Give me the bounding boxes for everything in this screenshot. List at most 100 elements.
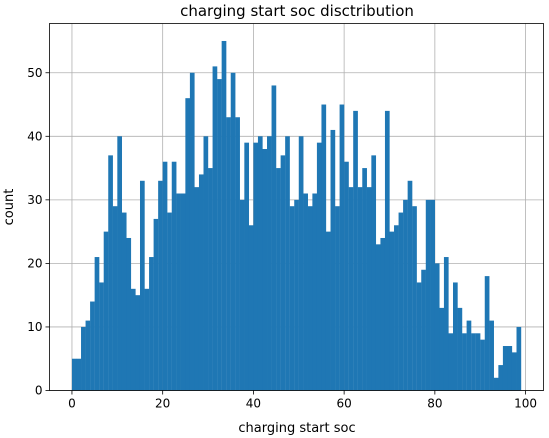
histogram-bar bbox=[76, 358, 82, 391]
chart-title: charging start soc disctribution bbox=[180, 2, 414, 20]
histogram-bar bbox=[357, 187, 363, 391]
histogram-bar bbox=[230, 72, 236, 391]
histogram-bar bbox=[398, 212, 404, 391]
histogram-bar bbox=[303, 193, 308, 391]
histogram-bar bbox=[208, 168, 213, 391]
y-axis-ticks: 0 10 20 30 40 50 bbox=[27, 66, 50, 398]
histogram-bar bbox=[226, 117, 231, 391]
histogram-bar bbox=[453, 282, 458, 391]
histogram-bar bbox=[153, 218, 159, 391]
histogram-bar bbox=[139, 180, 145, 391]
y-axis-label: count bbox=[2, 189, 17, 226]
y-tick-label: 30 bbox=[27, 193, 42, 207]
histogram-bar bbox=[167, 212, 172, 391]
histogram-bar bbox=[144, 288, 150, 391]
histogram-bar bbox=[362, 168, 367, 391]
histogram-bar bbox=[298, 136, 304, 391]
y-tick-label: 10 bbox=[27, 320, 42, 334]
histogram-bar bbox=[321, 104, 327, 391]
histogram-bar bbox=[81, 326, 86, 391]
histogram-bar bbox=[335, 206, 340, 391]
histogram-bar bbox=[307, 206, 313, 391]
histogram-bar bbox=[185, 98, 191, 391]
histogram-bar bbox=[217, 79, 222, 391]
x-tick-label: 40 bbox=[246, 397, 261, 411]
histogram-bar bbox=[248, 225, 254, 391]
histogram-bar bbox=[294, 199, 299, 391]
histogram-bar bbox=[135, 295, 141, 391]
histogram-bar bbox=[434, 263, 440, 391]
histogram-bar bbox=[71, 358, 77, 391]
histogram-bar bbox=[443, 257, 449, 391]
histogram-bars bbox=[71, 40, 522, 391]
histogram-bar bbox=[257, 136, 263, 391]
histogram-bar bbox=[384, 110, 390, 391]
histogram-bar bbox=[189, 72, 195, 391]
histogram-bar bbox=[375, 244, 381, 391]
histogram-bar bbox=[489, 320, 494, 391]
histogram-bar bbox=[280, 155, 286, 391]
histogram-bar bbox=[212, 66, 218, 391]
histogram-bar bbox=[262, 149, 268, 391]
histogram-bar bbox=[271, 85, 277, 391]
histogram-bar bbox=[493, 377, 499, 391]
histogram-bar bbox=[103, 231, 109, 391]
x-tick-label: 0 bbox=[68, 397, 76, 411]
histogram-bar bbox=[149, 257, 154, 391]
histogram-bar bbox=[421, 269, 426, 391]
y-tick-label: 50 bbox=[27, 66, 42, 80]
histogram-bar bbox=[416, 282, 422, 391]
histogram-bar bbox=[502, 346, 508, 391]
histogram-bar bbox=[475, 333, 481, 391]
histogram-bar bbox=[90, 301, 95, 391]
histogram-bar bbox=[235, 117, 240, 391]
histogram-bar bbox=[176, 193, 181, 391]
histogram-bar bbox=[198, 174, 204, 391]
histogram-bar bbox=[425, 199, 431, 391]
histogram-bar bbox=[126, 237, 132, 391]
histogram-bar bbox=[162, 161, 168, 391]
histogram-bar bbox=[253, 142, 259, 391]
histogram-bar bbox=[312, 193, 318, 391]
histogram-bar bbox=[412, 206, 417, 391]
histogram-bar bbox=[353, 110, 358, 391]
histogram-bar bbox=[325, 231, 331, 391]
histogram-bar bbox=[130, 288, 136, 391]
histogram-bar bbox=[239, 199, 245, 391]
histogram-bar bbox=[85, 320, 91, 391]
histogram-bar bbox=[448, 333, 454, 391]
histogram-bar bbox=[407, 180, 413, 391]
histogram-bar bbox=[171, 161, 177, 391]
histogram-bar bbox=[121, 212, 127, 391]
y-tick-label: 0 bbox=[35, 384, 43, 398]
histogram-bar bbox=[244, 142, 250, 391]
histogram-bar bbox=[484, 276, 490, 391]
histogram-bar bbox=[439, 307, 445, 391]
x-tick-label: 80 bbox=[427, 397, 442, 411]
histogram-bar bbox=[112, 206, 118, 391]
x-tick-label: 100 bbox=[514, 397, 537, 411]
histogram-bar bbox=[289, 206, 295, 391]
histogram-bar bbox=[194, 187, 200, 391]
histogram-bar bbox=[498, 365, 504, 391]
histogram-bar bbox=[380, 237, 386, 391]
y-tick-label: 20 bbox=[27, 256, 42, 270]
histogram-bar bbox=[316, 142, 322, 391]
histogram-bar bbox=[117, 136, 123, 391]
histogram-bar bbox=[516, 326, 522, 391]
histogram-bar bbox=[180, 193, 186, 391]
x-tick-label: 20 bbox=[155, 397, 170, 411]
histogram-bar bbox=[339, 104, 345, 391]
histogram-bar bbox=[99, 282, 104, 391]
histogram-bar bbox=[466, 320, 472, 391]
histogram-bar bbox=[158, 180, 163, 391]
x-axis-ticks: 0 20 40 60 80 100 bbox=[68, 390, 537, 411]
histogram-bar bbox=[276, 168, 281, 391]
histogram-bar bbox=[389, 231, 395, 391]
histogram-bar bbox=[457, 307, 463, 391]
histogram-bar bbox=[348, 187, 354, 391]
plot-frame bbox=[49, 23, 544, 391]
histogram-bar bbox=[403, 199, 408, 391]
histogram-bar bbox=[366, 187, 372, 391]
